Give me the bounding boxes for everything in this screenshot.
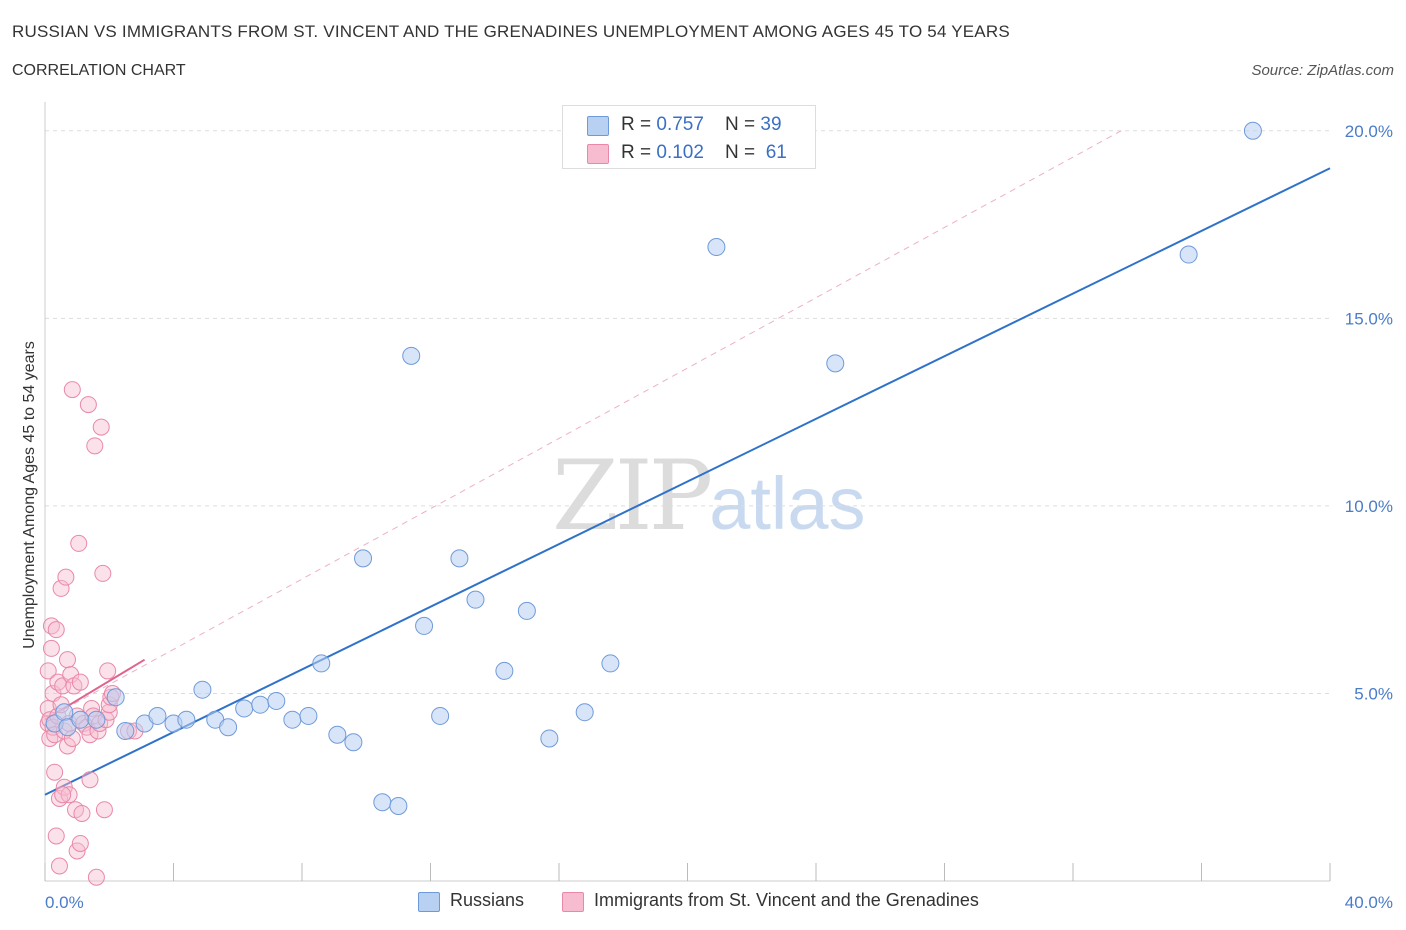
russian-point xyxy=(373,793,392,812)
immigrant-point xyxy=(47,827,65,845)
immigrant-point xyxy=(86,437,104,455)
immigrant-point xyxy=(94,564,112,582)
immigrant-point xyxy=(58,651,76,669)
y-tick-label: 20.0% xyxy=(1345,122,1393,141)
data-points xyxy=(39,121,1262,886)
bottom-legend-swatch-blue xyxy=(418,892,440,912)
watermark-zip: ZIP xyxy=(552,440,713,552)
legend-n-value: 39 xyxy=(760,114,782,135)
legend-r-value: 0.757 xyxy=(656,114,704,135)
russian-point xyxy=(283,710,302,729)
russian-point xyxy=(389,796,408,815)
immigrant-point xyxy=(73,804,91,822)
gridlines xyxy=(45,130,1330,694)
russian-point xyxy=(71,710,90,729)
legend-n-label: N = xyxy=(725,142,761,163)
russian-point xyxy=(193,680,212,699)
immigrant-point xyxy=(46,763,64,781)
russian-point xyxy=(219,718,238,737)
immigrant-point xyxy=(79,396,97,414)
y-tick-label: 10.0% xyxy=(1345,497,1393,516)
source-label: Source: ZipAtlas.com xyxy=(1251,62,1394,79)
russian-point xyxy=(1179,245,1198,264)
immigrant-point xyxy=(99,662,117,680)
immigrant-point xyxy=(87,868,105,886)
legend-r-value: 0.102 xyxy=(656,142,704,163)
legend-n-value: 61 xyxy=(765,142,787,163)
russian-point xyxy=(495,661,514,680)
x-tick-label-max: 40.0% xyxy=(1345,893,1393,912)
immigrant-point xyxy=(81,726,99,744)
legend-swatch-blue xyxy=(587,116,609,136)
legend-text-immigrants: R = 0.102 N = 61 xyxy=(621,142,787,164)
watermark-atlas: atlas xyxy=(709,462,866,545)
russian-point xyxy=(540,729,559,748)
russian-point xyxy=(450,549,469,568)
russian-point xyxy=(312,654,331,673)
immigrant-point xyxy=(95,801,113,819)
legend-swatch-pink xyxy=(587,144,609,164)
axes xyxy=(44,102,1331,882)
russian-point xyxy=(55,703,74,722)
russian-point xyxy=(106,688,125,707)
immigrant-point xyxy=(81,771,99,789)
russian-point xyxy=(575,703,594,722)
bottom-legend-label-immigrants: Immigrants from St. Vincent and the Gren… xyxy=(594,890,979,910)
legend-box: R = 0.757 N = 39 R = 0.102 N = 61 xyxy=(562,105,816,169)
immigrant-point xyxy=(54,786,72,804)
tick-labels: 5.0% 10.0% 15.0% 20.0% 0.0% 40.0% xyxy=(45,122,1393,912)
russian-point xyxy=(235,699,254,718)
immigrant-point xyxy=(92,418,110,436)
russian-point xyxy=(431,706,450,725)
immigrant-point xyxy=(63,381,81,399)
immigrant-point xyxy=(39,662,57,680)
russian-point xyxy=(87,710,106,729)
immigrant-point xyxy=(50,857,68,875)
russian-point xyxy=(148,706,167,725)
legend-n-label: N = xyxy=(725,114,761,135)
immigrant-point xyxy=(70,534,88,552)
chart-subtitle: CORRELATION CHART xyxy=(12,62,186,79)
y-tick-label: 15.0% xyxy=(1345,309,1393,328)
immigrant-point xyxy=(42,639,60,657)
immigrant-point xyxy=(57,568,75,586)
legend-r-label: R = xyxy=(621,114,657,135)
russian-point xyxy=(299,706,318,725)
russian-point xyxy=(402,346,421,365)
trend-lines xyxy=(44,130,1331,796)
y-tick-label: 5.0% xyxy=(1354,684,1393,703)
russian-point xyxy=(344,733,363,752)
immigrant-point xyxy=(60,786,78,804)
russian-point xyxy=(251,695,270,714)
russian-point xyxy=(707,238,726,257)
chart-title: RUSSIAN VS IMMIGRANTS FROM ST. VINCENT A… xyxy=(12,22,1010,41)
bottom-legend-label-russians: Russians xyxy=(450,890,525,910)
russian-point xyxy=(354,549,373,568)
russian-point xyxy=(1243,121,1262,140)
immigrant-point xyxy=(71,673,89,691)
russian-point xyxy=(826,354,845,373)
pink-trend-extended xyxy=(44,130,1122,721)
russian-point xyxy=(177,710,196,729)
russian-point xyxy=(267,691,286,710)
x-tick-label-min: 0.0% xyxy=(45,893,84,912)
blue-trend-line xyxy=(44,167,1331,796)
russian-point xyxy=(116,721,135,740)
immigrant-point xyxy=(71,834,89,852)
y-axis-title: Unemployment Among Ages 45 to 54 years xyxy=(21,341,38,649)
watermark: ZIPatlas xyxy=(552,440,866,552)
russian-point xyxy=(466,590,485,609)
russian-point xyxy=(415,616,434,635)
bottom-legend-swatch-pink xyxy=(562,892,584,912)
legend-r-label: R = xyxy=(621,142,657,163)
immigrant-point xyxy=(52,579,70,597)
immigrant-point xyxy=(47,621,65,639)
russian-point xyxy=(601,654,620,673)
bottom-legend: Russians Immigrants from St. Vincent and… xyxy=(0,890,1406,916)
russian-point xyxy=(328,725,347,744)
legend-text-russians: R = 0.757 N = 39 xyxy=(621,114,782,136)
russian-point xyxy=(517,601,536,620)
